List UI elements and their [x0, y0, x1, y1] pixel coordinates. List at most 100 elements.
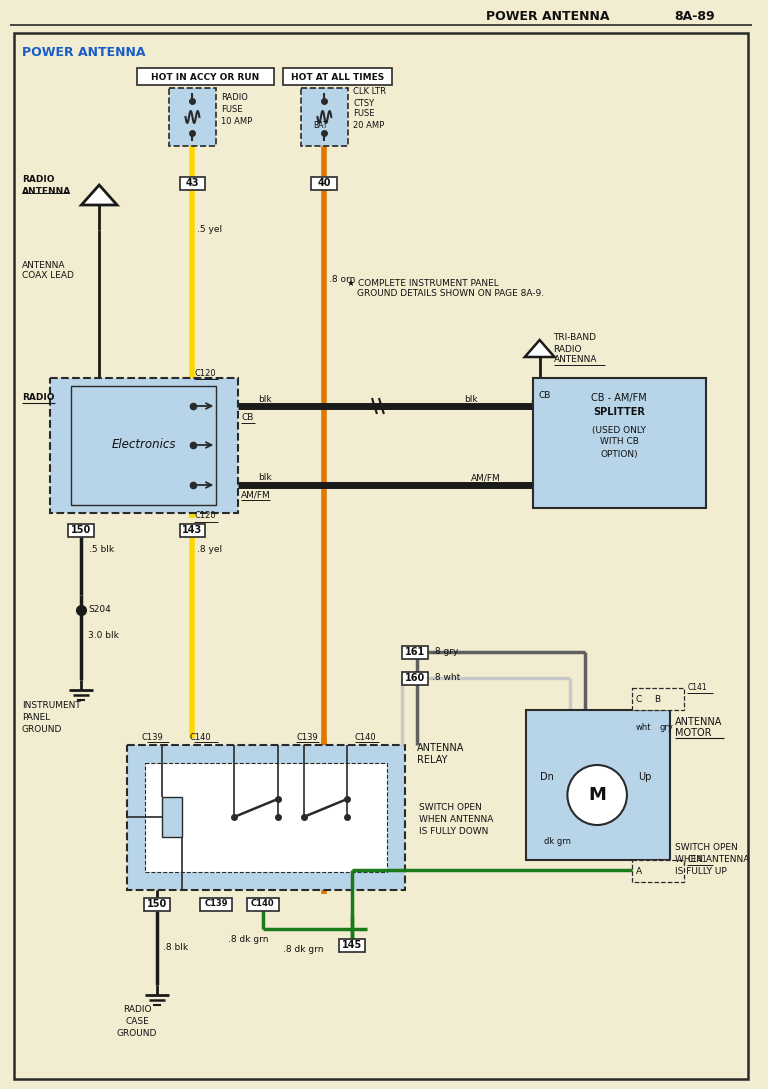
- Text: B: B: [654, 695, 660, 703]
- Text: RELAY: RELAY: [416, 755, 447, 764]
- Text: 3.0 blk: 3.0 blk: [88, 631, 119, 639]
- Text: FUSE: FUSE: [353, 110, 375, 119]
- Text: CTSY: CTSY: [353, 98, 374, 108]
- Text: .8 blk: .8 blk: [163, 943, 188, 953]
- Bar: [283, 68, 392, 85]
- Text: FUSE: FUSE: [221, 106, 243, 114]
- Text: BAT: BAT: [313, 121, 328, 130]
- Text: IS FULLY DOWN: IS FULLY DOWN: [419, 828, 488, 836]
- Text: SWITCH OPEN: SWITCH OPEN: [674, 844, 737, 853]
- Text: SWITCH OPEN: SWITCH OPEN: [419, 804, 482, 812]
- Text: 160: 160: [405, 673, 425, 683]
- Text: C139: C139: [142, 733, 164, 742]
- Bar: [312, 178, 337, 189]
- Text: .8 gry: .8 gry: [432, 648, 458, 657]
- Text: C141: C141: [687, 856, 707, 865]
- Text: AM/FM: AM/FM: [241, 490, 271, 500]
- Text: HOT AT ALL TIMES: HOT AT ALL TIMES: [290, 73, 384, 82]
- Bar: [200, 898, 232, 911]
- Text: .8 yel: .8 yel: [197, 546, 223, 554]
- Polygon shape: [525, 340, 554, 357]
- Text: .8 dk grn: .8 dk grn: [228, 934, 269, 943]
- Text: Dn: Dn: [540, 772, 554, 782]
- Text: C: C: [636, 695, 642, 703]
- Bar: [402, 646, 428, 659]
- Bar: [68, 524, 94, 537]
- Text: TRI-BAND: TRI-BAND: [554, 333, 597, 343]
- Text: RADIO: RADIO: [221, 94, 248, 102]
- Bar: [533, 378, 707, 507]
- Text: WHEN ANTENNA: WHEN ANTENNA: [419, 816, 493, 824]
- Bar: [402, 672, 428, 685]
- Text: 20 AMP: 20 AMP: [353, 121, 385, 130]
- Text: 40: 40: [318, 178, 331, 188]
- Text: GROUND DETAILS SHOWN ON PAGE 8A-9.: GROUND DETAILS SHOWN ON PAGE 8A-9.: [357, 290, 545, 298]
- Text: COAX LEAD: COAX LEAD: [22, 271, 74, 281]
- Bar: [300, 88, 348, 146]
- Text: .8 orn: .8 orn: [329, 276, 356, 284]
- Text: WHEN ANTENNA: WHEN ANTENNA: [674, 856, 749, 865]
- Text: ANTENNA: ANTENNA: [416, 743, 464, 752]
- Text: 43: 43: [186, 178, 199, 188]
- Text: WITH CB: WITH CB: [600, 438, 638, 446]
- Bar: [50, 378, 238, 513]
- Bar: [632, 860, 684, 882]
- Text: RADIO: RADIO: [554, 344, 582, 354]
- Text: HOT IN ACCY OR RUN: HOT IN ACCY OR RUN: [151, 73, 260, 82]
- Text: SPLITTER: SPLITTER: [593, 407, 645, 417]
- Text: GROUND: GROUND: [117, 1029, 157, 1039]
- Text: A: A: [636, 867, 642, 876]
- Text: INSTRUMENT: INSTRUMENT: [22, 701, 81, 710]
- Text: POWER ANTENNA: POWER ANTENNA: [22, 46, 145, 59]
- Text: RADIO: RADIO: [123, 1005, 151, 1015]
- Text: CB: CB: [538, 392, 551, 401]
- Text: CB: CB: [241, 414, 253, 423]
- Text: Electronics: Electronics: [111, 439, 176, 452]
- Text: RADIO: RADIO: [22, 175, 55, 184]
- Text: .5 yel: .5 yel: [197, 225, 223, 234]
- Text: ANTENNA: ANTENNA: [22, 260, 65, 269]
- Text: 143: 143: [182, 525, 203, 535]
- Text: M: M: [588, 786, 606, 804]
- Text: dk grn: dk grn: [544, 837, 571, 846]
- Text: RADIO: RADIO: [22, 393, 55, 403]
- Text: ANTENNA: ANTENNA: [674, 717, 722, 727]
- Bar: [339, 939, 365, 952]
- Text: 161: 161: [405, 647, 425, 657]
- Bar: [137, 68, 273, 85]
- Text: blk: blk: [464, 394, 478, 404]
- Bar: [180, 524, 205, 537]
- Text: CASE: CASE: [125, 1017, 149, 1027]
- Text: .8 dk grn: .8 dk grn: [283, 945, 323, 954]
- Bar: [247, 898, 279, 911]
- Text: C139: C139: [204, 900, 228, 908]
- Text: .8 wht: .8 wht: [432, 673, 461, 683]
- Text: GROUND: GROUND: [22, 725, 62, 734]
- Text: ANTENNA: ANTENNA: [554, 355, 597, 365]
- Text: C140: C140: [190, 733, 211, 742]
- Bar: [71, 386, 217, 505]
- Bar: [144, 898, 170, 911]
- Text: C141: C141: [687, 684, 707, 693]
- Text: (USED ONLY: (USED ONLY: [592, 426, 646, 435]
- Text: ★ COMPLETE INSTRUMENT PANEL: ★ COMPLETE INSTRUMENT PANEL: [347, 279, 499, 287]
- Text: C140: C140: [251, 900, 275, 908]
- Bar: [145, 763, 387, 872]
- Text: S204: S204: [88, 604, 111, 613]
- Bar: [169, 88, 217, 146]
- Text: C140: C140: [354, 733, 376, 742]
- Text: wht: wht: [636, 723, 651, 733]
- Text: C120: C120: [194, 368, 216, 378]
- Bar: [526, 710, 670, 860]
- Text: OPTION): OPTION): [600, 450, 637, 458]
- Text: Up: Up: [638, 772, 651, 782]
- Text: PANEL: PANEL: [22, 713, 50, 722]
- Bar: [632, 688, 684, 710]
- Bar: [162, 797, 181, 837]
- Circle shape: [568, 764, 627, 825]
- Text: 150: 150: [71, 525, 91, 535]
- Text: MOTOR: MOTOR: [674, 729, 711, 738]
- Bar: [180, 178, 205, 189]
- Text: ANTENNA: ANTENNA: [22, 186, 71, 196]
- Text: blk: blk: [258, 394, 272, 404]
